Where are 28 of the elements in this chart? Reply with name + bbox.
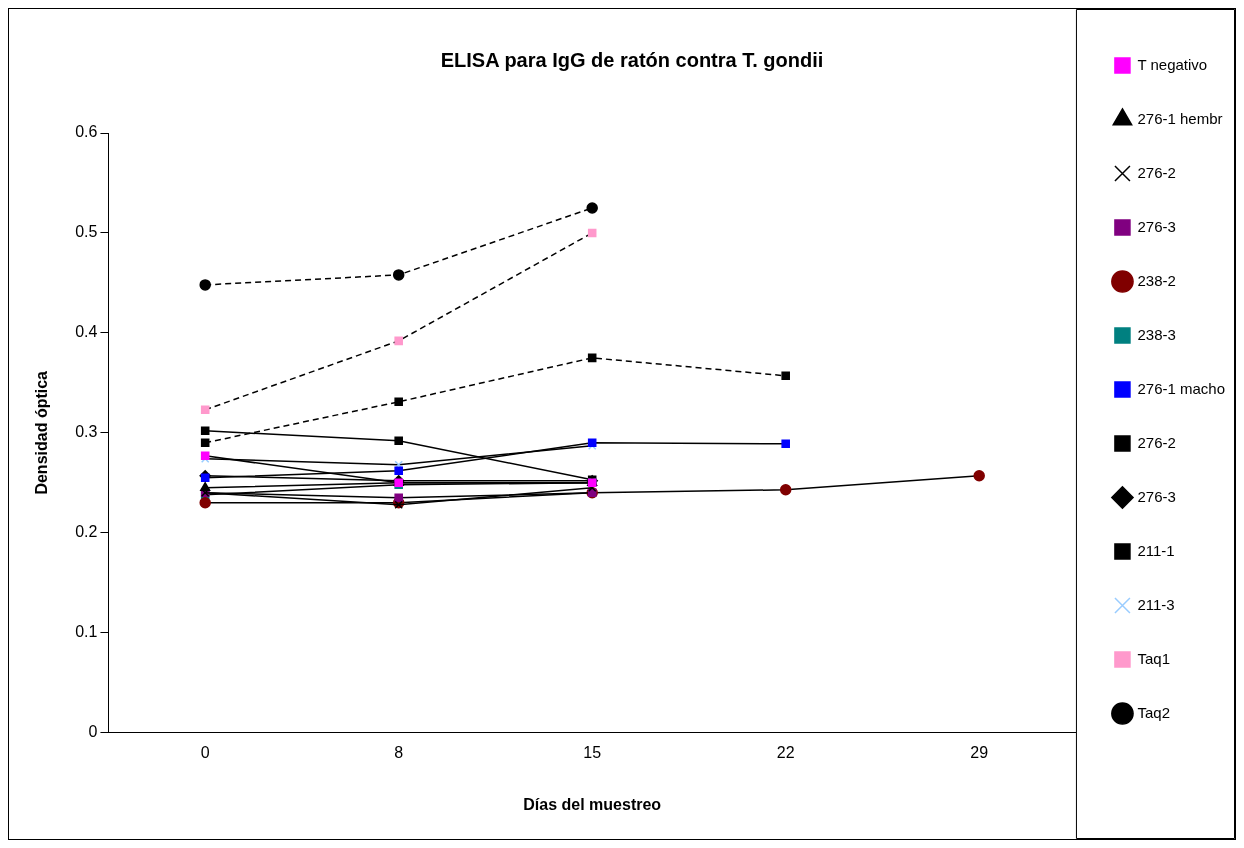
legend-label: 211-1 bbox=[1137, 541, 1175, 559]
chart-title: ELISA para IgG de ratón contra T. gondii bbox=[440, 48, 824, 71]
legend-label: T negativo bbox=[1137, 55, 1208, 73]
legend-label: Taq2 bbox=[1137, 703, 1170, 721]
y-tick-label: 0.6 bbox=[75, 123, 98, 141]
legend-label: 276-3 bbox=[1137, 487, 1176, 505]
legend-label: 276-3 bbox=[1137, 217, 1176, 235]
legend-label: 276-2 bbox=[1137, 163, 1176, 181]
legend-label: 238-2 bbox=[1137, 271, 1176, 289]
y-tick-label: 0.5 bbox=[75, 223, 98, 241]
x-tick-label: 29 bbox=[970, 743, 989, 761]
y-tick-label: 0.4 bbox=[75, 323, 98, 341]
x-tick-label: 0 bbox=[200, 743, 210, 761]
legend-label: Taq1 bbox=[1137, 649, 1170, 667]
y-tick-label: 0.2 bbox=[75, 523, 98, 541]
x-tick-label: 22 bbox=[776, 743, 795, 761]
y-axis-title: Densidad óptica bbox=[33, 370, 51, 495]
legend-label: 276-1 macho bbox=[1137, 379, 1226, 397]
legend-label: 276-2 bbox=[1137, 433, 1176, 451]
y-tick-label: 0.1 bbox=[75, 623, 98, 641]
legend-label: 211-3 bbox=[1137, 595, 1175, 613]
legend-label: 276-1 hembr bbox=[1137, 109, 1223, 127]
x-tick-label: 15 bbox=[583, 743, 602, 761]
y-tick-label: 0.3 bbox=[75, 423, 98, 441]
y-tick-label: 0 bbox=[88, 723, 98, 741]
x-tick-label: 8 bbox=[394, 743, 404, 761]
legend-label: 238-3 bbox=[1137, 325, 1176, 343]
x-axis-title: Días del muestreo bbox=[523, 795, 662, 813]
